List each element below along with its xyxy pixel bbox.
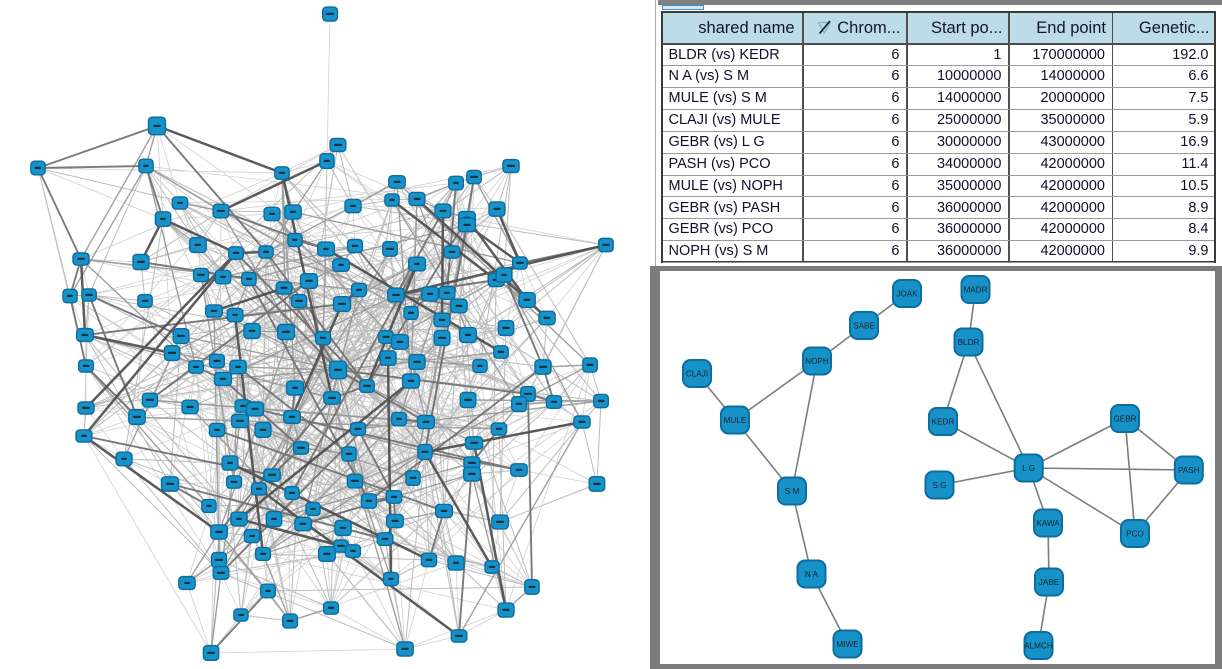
svg-text:L G: L G bbox=[1022, 464, 1035, 473]
svg-text:GEBR: GEBR bbox=[1113, 414, 1136, 423]
svg-text:SABE: SABE bbox=[853, 321, 875, 330]
svg-text:S M: S M bbox=[785, 487, 800, 496]
svg-text:MADR: MADR bbox=[963, 285, 987, 294]
svg-text:BLDR: BLDR bbox=[958, 338, 980, 347]
svg-text:JOAK: JOAK bbox=[896, 289, 918, 298]
svg-text:KEDR: KEDR bbox=[932, 417, 955, 426]
svg-text:KAWA: KAWA bbox=[1036, 519, 1060, 528]
svg-text:PCO: PCO bbox=[1126, 529, 1144, 538]
svg-text:S G: S G bbox=[932, 481, 946, 490]
svg-text:MIWE: MIWE bbox=[836, 640, 859, 649]
svg-text:ALMCH: ALMCH bbox=[1024, 641, 1053, 650]
svg-text:MULE: MULE bbox=[724, 416, 747, 425]
svg-text:CLAJI: CLAJI bbox=[686, 369, 708, 378]
svg-text:JABE: JABE bbox=[1039, 578, 1060, 587]
svg-text:PASH: PASH bbox=[1178, 466, 1200, 475]
svg-text:NOPH: NOPH bbox=[805, 357, 829, 366]
svg-text:N A: N A bbox=[805, 570, 819, 579]
